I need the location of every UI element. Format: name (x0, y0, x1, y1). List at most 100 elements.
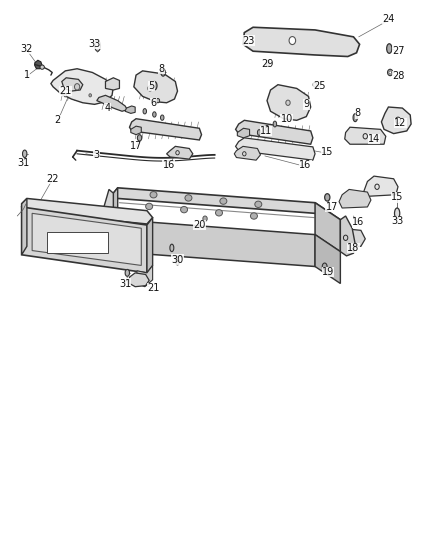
Text: 31: 31 (119, 279, 131, 288)
Ellipse shape (388, 69, 393, 76)
Text: 2: 2 (54, 115, 60, 125)
Text: 22: 22 (46, 174, 58, 184)
Polygon shape (267, 85, 311, 120)
Polygon shape (21, 207, 147, 273)
Text: 33: 33 (391, 216, 403, 227)
Ellipse shape (125, 269, 130, 276)
Ellipse shape (353, 114, 357, 122)
Ellipse shape (273, 121, 277, 127)
Text: 21: 21 (147, 283, 160, 293)
Text: 23: 23 (243, 36, 255, 45)
Text: 14: 14 (368, 134, 380, 144)
Polygon shape (32, 213, 141, 265)
Text: 10: 10 (281, 114, 293, 124)
Ellipse shape (395, 208, 400, 219)
Polygon shape (131, 126, 141, 135)
Ellipse shape (258, 130, 261, 135)
Ellipse shape (64, 94, 67, 97)
Ellipse shape (143, 109, 147, 114)
Text: 17: 17 (325, 202, 338, 212)
Text: 27: 27 (392, 46, 404, 56)
Polygon shape (166, 147, 193, 159)
FancyBboxPatch shape (46, 232, 108, 253)
Ellipse shape (185, 195, 192, 201)
Text: 15: 15 (391, 192, 403, 203)
Ellipse shape (215, 209, 223, 216)
Polygon shape (21, 198, 27, 255)
Polygon shape (315, 235, 340, 284)
Text: 32: 32 (21, 44, 33, 53)
Ellipse shape (148, 86, 152, 91)
Ellipse shape (152, 82, 157, 90)
Polygon shape (137, 265, 152, 287)
Ellipse shape (176, 257, 180, 265)
Ellipse shape (266, 60, 270, 67)
Polygon shape (21, 198, 152, 224)
Text: 16: 16 (162, 160, 175, 171)
Polygon shape (243, 27, 360, 56)
Text: 24: 24 (382, 14, 395, 25)
Ellipse shape (255, 201, 262, 207)
Ellipse shape (170, 244, 174, 252)
Ellipse shape (251, 213, 258, 219)
Polygon shape (340, 216, 355, 256)
Polygon shape (125, 106, 135, 114)
Text: 1: 1 (24, 70, 30, 80)
Polygon shape (35, 60, 42, 69)
Text: 25: 25 (313, 81, 326, 91)
Text: 12: 12 (394, 118, 406, 128)
Text: 21: 21 (59, 86, 71, 96)
Ellipse shape (322, 263, 327, 270)
Text: 29: 29 (261, 60, 273, 69)
Text: 11: 11 (260, 126, 272, 136)
Text: 28: 28 (392, 71, 404, 81)
Polygon shape (236, 120, 313, 144)
Text: 16: 16 (299, 160, 311, 171)
Polygon shape (329, 228, 365, 248)
Ellipse shape (146, 203, 152, 209)
Text: 9: 9 (303, 99, 309, 109)
Ellipse shape (180, 206, 187, 213)
Ellipse shape (95, 41, 100, 51)
Text: 8: 8 (355, 108, 361, 118)
Ellipse shape (152, 112, 156, 117)
Ellipse shape (313, 82, 317, 87)
Polygon shape (51, 69, 113, 104)
Polygon shape (237, 128, 250, 138)
Text: 17: 17 (130, 141, 142, 151)
Text: 33: 33 (88, 39, 101, 49)
Ellipse shape (387, 44, 392, 53)
Polygon shape (99, 189, 113, 236)
Ellipse shape (74, 84, 80, 90)
Polygon shape (113, 188, 118, 225)
Polygon shape (234, 147, 261, 160)
Text: 31: 31 (17, 158, 29, 168)
Ellipse shape (389, 71, 392, 74)
Ellipse shape (286, 100, 290, 106)
Ellipse shape (89, 94, 92, 97)
Ellipse shape (156, 99, 159, 103)
Ellipse shape (138, 135, 142, 141)
Polygon shape (130, 119, 201, 140)
Text: 6: 6 (150, 98, 156, 108)
Text: 3: 3 (94, 150, 100, 160)
Text: 8: 8 (158, 64, 164, 74)
Polygon shape (97, 95, 127, 111)
Text: 15: 15 (321, 147, 333, 157)
Ellipse shape (40, 65, 44, 69)
Polygon shape (130, 273, 149, 287)
Text: 19: 19 (322, 267, 334, 277)
Text: 20: 20 (193, 220, 205, 230)
Polygon shape (339, 189, 371, 208)
Ellipse shape (265, 125, 269, 131)
Text: 5: 5 (148, 81, 155, 91)
Ellipse shape (22, 150, 27, 158)
Text: 18: 18 (347, 243, 360, 253)
Ellipse shape (150, 191, 157, 198)
Ellipse shape (160, 115, 164, 120)
Ellipse shape (289, 37, 296, 45)
Polygon shape (236, 138, 315, 160)
Polygon shape (315, 203, 340, 252)
Ellipse shape (161, 69, 165, 76)
Polygon shape (147, 217, 152, 273)
